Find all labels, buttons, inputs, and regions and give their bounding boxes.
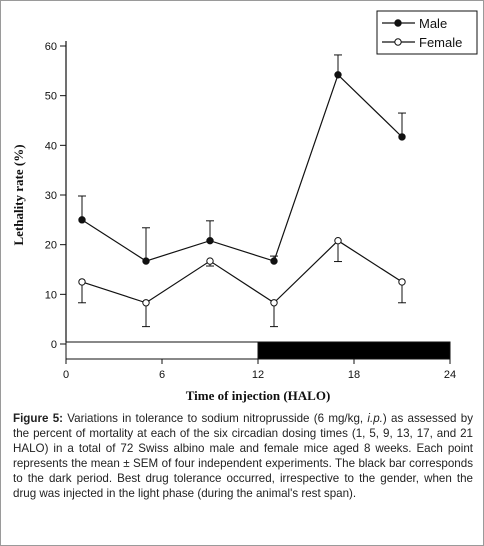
x-tick-label: 12 <box>252 369 264 381</box>
data-point <box>270 299 278 307</box>
legend-entry-female: Female <box>382 35 462 50</box>
caption-text-1: Variations in tolerance to sodium nitrop… <box>63 412 368 425</box>
legend: Male Female <box>376 10 478 55</box>
dark-period-bar <box>257 341 451 360</box>
y-tick-label: 20 <box>45 240 57 252</box>
data-point <box>270 257 278 265</box>
data-point <box>142 257 150 265</box>
legend-entry-male: Male <box>382 16 447 31</box>
y-tick-label: 30 <box>45 190 57 202</box>
legend-marker <box>394 38 402 46</box>
data-point <box>78 278 86 286</box>
legend-box <box>376 10 478 55</box>
y-tick-label: 50 <box>45 91 57 103</box>
plot-area <box>78 54 406 328</box>
x-tick-label: 6 <box>159 369 165 381</box>
series-female <box>78 236 406 328</box>
axes: 0 10 20 30 40 50 60 0 6 12 18 24 Time of injection (… <box>11 41 456 403</box>
data-point <box>78 216 86 224</box>
light-period-bar <box>65 341 259 360</box>
data-point <box>142 299 150 307</box>
legend-marker <box>394 19 402 27</box>
data-point <box>206 236 214 245</box>
caption-label: Figure 5: <box>13 412 64 425</box>
series-line <box>81 239 403 304</box>
legend-label: Male <box>419 16 447 31</box>
y-tick-label: 10 <box>45 289 57 301</box>
y-axis-title: Lethality rate (%) <box>11 144 26 245</box>
caption-route: i.p. <box>367 412 383 425</box>
y-tick-label: 60 <box>45 41 57 53</box>
data-point <box>398 278 406 286</box>
legend-label: Female <box>419 35 462 50</box>
data-point <box>398 133 406 141</box>
data-point <box>334 71 342 79</box>
x-tick-label: 24 <box>444 369 456 381</box>
y-tick-label: 0 <box>51 339 57 351</box>
line-chart: 0 10 20 30 40 50 60 0 6 12 18 24 Time of injection (… <box>11 10 478 403</box>
series-male <box>78 54 406 265</box>
data-point <box>206 257 214 265</box>
series-line <box>81 73 403 262</box>
x-tick-label: 0 <box>63 369 69 381</box>
caption-text-2: ) as assessed by the percent of mortalit… <box>13 412 474 500</box>
x-tick-label: 18 <box>348 369 360 381</box>
y-tick-label: 40 <box>45 140 57 152</box>
data-point <box>334 236 342 245</box>
figure-caption: Figure 5: Variations in tolerance to sod… <box>13 411 473 501</box>
x-axis-title: Time of injection (HALO) <box>186 388 331 403</box>
